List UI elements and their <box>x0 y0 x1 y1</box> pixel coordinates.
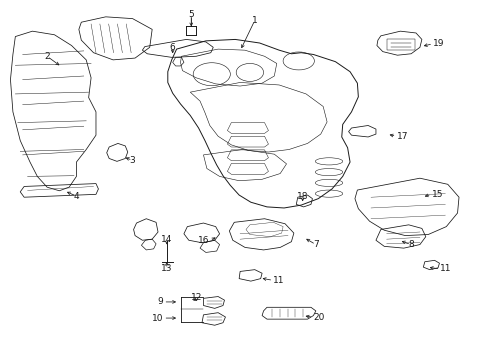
Text: 14: 14 <box>161 235 172 244</box>
Text: 2: 2 <box>44 52 50 61</box>
Text: 9: 9 <box>158 297 163 306</box>
Text: 7: 7 <box>313 240 318 249</box>
Bar <box>387 40 415 50</box>
Text: 4: 4 <box>74 192 79 201</box>
Text: 10: 10 <box>152 314 163 323</box>
Text: 11: 11 <box>273 276 285 285</box>
Text: 15: 15 <box>432 190 443 199</box>
Text: 19: 19 <box>433 39 444 48</box>
Text: 11: 11 <box>441 265 452 274</box>
Text: 17: 17 <box>396 132 408 141</box>
Text: 6: 6 <box>170 43 175 52</box>
Text: 3: 3 <box>130 156 136 165</box>
Text: 20: 20 <box>314 313 325 322</box>
Text: 12: 12 <box>191 293 203 302</box>
Text: 16: 16 <box>198 237 210 246</box>
Text: 18: 18 <box>297 192 308 201</box>
Text: 8: 8 <box>408 240 414 249</box>
Text: 13: 13 <box>161 265 172 274</box>
Text: 5: 5 <box>188 10 194 19</box>
Text: 1: 1 <box>252 16 258 25</box>
